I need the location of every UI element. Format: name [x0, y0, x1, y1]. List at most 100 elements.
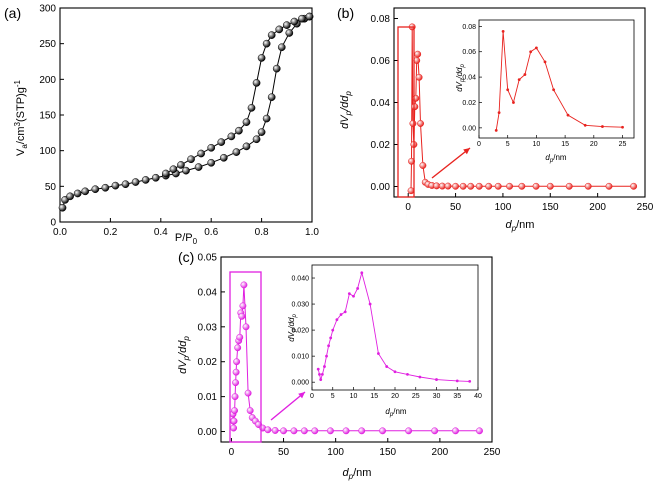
panel-a-series-adsorption-point — [141, 176, 150, 184]
panel-c-inset-xtick-label: 20 — [391, 393, 399, 400]
panel-b-zoom-arrow-head — [463, 148, 470, 155]
panel-b-main-xtick-label: 200 — [589, 202, 606, 213]
panel-a-xtick-label: 0.8 — [255, 227, 269, 238]
panel-b-main-series-point — [584, 182, 592, 190]
panel-c-main-series-point — [230, 417, 238, 425]
panel-b-inset-ytick-label: 0.04 — [462, 75, 476, 82]
panel-b-inset-ytick-label: 0.08 — [462, 24, 476, 31]
panel-b-main-series-point — [415, 73, 423, 81]
panel-c-zoom-highlight-box — [229, 271, 262, 443]
panel-b-main-series-point — [452, 182, 460, 190]
panel-b-inset-point — [512, 101, 515, 104]
panel-b-main-series-point — [475, 182, 483, 190]
panel-c-inset-ylabel: dVp/ddp — [287, 314, 298, 342]
panel-c-main-series-point — [234, 344, 242, 352]
panel-c-inset-point — [329, 336, 333, 340]
panel-c-main-series-point — [231, 393, 239, 401]
panel-c-label: (c) — [178, 249, 194, 265]
panel-b-main-xtick-label: 50 — [450, 202, 462, 213]
panel-b-inset-xtick-label: 10 — [533, 141, 541, 148]
panel-c-main-series-point — [379, 427, 387, 435]
panel-c-zoom-arrow-shaft — [270, 391, 306, 421]
panel-a-series-desorption-point — [247, 104, 256, 112]
panel-c-inset-xtick-label: 10 — [350, 393, 358, 400]
panel-c-main-frame — [220, 256, 493, 443]
panel-c-xlabel: dp/nm — [343, 467, 372, 481]
panel-a-series-desorption-point — [242, 118, 251, 126]
panel-c-inset-point — [418, 375, 422, 379]
panel-c-inset-ytick-label: 0.020 — [291, 328, 309, 335]
panel-c-inset-ytick-label: 0.040 — [291, 276, 309, 283]
panel-c-main-series-point — [342, 427, 350, 435]
panel-a-series-adsorption-point — [66, 192, 74, 201]
panel-a-series-desorption-point — [298, 14, 306, 23]
panel-c-inset-point — [393, 370, 397, 374]
panel-c-inset-ytick-label: 0.010 — [291, 354, 309, 361]
panel-a-series-adsorption-point — [151, 173, 160, 182]
panel-a-series-desorption-point — [161, 169, 170, 178]
panel-c-main-series-point — [405, 427, 413, 435]
panel-c-main-series-point — [232, 368, 240, 376]
panel-a-xtick-label: 0.2 — [103, 227, 117, 238]
panel-b-pore-distribution: 0 50 100 150 200 2500.000.020.040.060.08(b)dp… — [337, 5, 654, 233]
panel-c-main-ytick-label: 0.02 — [198, 357, 218, 368]
panel-b-inset-point — [601, 125, 604, 128]
panel-a-series-desorption-point — [177, 161, 185, 169]
panel-b-main-xtick-label: 150 — [542, 202, 559, 213]
panel-c-inset-point — [343, 310, 347, 314]
panel-b-main-series-point — [459, 182, 467, 190]
panel-a-series-adsorption-point — [252, 135, 261, 144]
panel-a-ytick-label: 200 — [39, 75, 56, 86]
panel-c-main-series-point — [264, 426, 272, 434]
panel-b-inset-point — [517, 78, 521, 82]
panel-b-inset-point — [621, 125, 624, 129]
panel-b-main-series-point — [565, 182, 573, 190]
panel-c-ylabel: dVp/ddp — [177, 336, 191, 374]
panel-a-series-desorption-point — [207, 143, 216, 152]
panel-c-inset-point — [377, 352, 380, 355]
panel-b-main-series-point — [444, 182, 452, 190]
panel-a-series-adsorption-point — [194, 163, 203, 171]
panel-c-inset-ytick-label: 0.000 — [291, 380, 309, 387]
panel-c-inset-point — [468, 380, 472, 383]
panel-a-series-desorption-point — [305, 12, 314, 21]
panel-a-series-desorption-point — [282, 21, 291, 29]
panel-c-main-series-point — [240, 281, 248, 289]
panel-b-main-ytick-label: 0.04 — [371, 98, 391, 109]
panel-c-inset-point — [327, 344, 330, 348]
panel-c-main-series-point — [452, 427, 459, 435]
panel-b-inset-point — [523, 73, 527, 76]
panel-b-zoom-arrow-shaft — [431, 147, 471, 179]
panel-b-inset-xtick-label: 5 — [506, 141, 510, 148]
panel-c-inset-point — [316, 367, 320, 371]
panel-c-main-series-point — [246, 407, 254, 415]
panel-c-main-series-point — [300, 427, 308, 435]
panel-a-isotherm: 0.0 0.2 0.4 0.6 0.8 1.0 0 50 100 150 200 250 300 (a) P… — [4, 4, 319, 247]
panel-a-ytick-label: 300 — [39, 4, 56, 15]
panel-b-inset-frame — [478, 19, 635, 139]
panel-a-series-desorption-point — [275, 25, 284, 34]
panel-c-main-series-point — [232, 379, 240, 387]
panel-b-inset-point — [566, 113, 570, 117]
panel-a-series-adsorption-point — [277, 43, 286, 52]
panel-c-inset-point — [455, 379, 459, 383]
panel-a-series-adsorption-point — [285, 29, 294, 37]
panel-b-inset-xtick-label: 25 — [619, 141, 627, 148]
panel-b-main-series-point — [408, 157, 415, 165]
panel-c-inset-point — [356, 287, 360, 290]
panel-c-inset-xtick-label: 30 — [433, 393, 441, 400]
panel-c-inset-point — [318, 372, 321, 376]
panel-a-series-desorption-point — [252, 79, 261, 87]
panel-b-main-series-point — [414, 50, 422, 58]
panel-c-inset-point — [360, 271, 364, 275]
panel-b-main-series-point — [605, 182, 613, 190]
panel-b-main-xtick-label: 250 — [637, 202, 654, 213]
panel-b-main-series-point — [409, 120, 417, 127]
panel-a-series-adsorption-point — [58, 203, 67, 212]
panel-b-main-ytick-label: 0.06 — [371, 56, 391, 67]
panel-b-main-xtick-label: 0 — [405, 202, 411, 213]
panel-c-inset-xtick-label: 15 — [370, 393, 378, 400]
panel-a-xtick-label: 0.4 — [154, 227, 168, 238]
panel-c-main-series-point — [326, 427, 334, 435]
panel-c-main-xtick-label: 100 — [327, 447, 344, 458]
